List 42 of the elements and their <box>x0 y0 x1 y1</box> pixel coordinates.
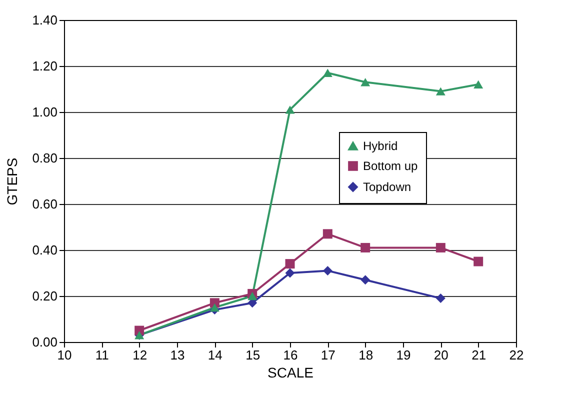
x-tick-label: 19 <box>396 348 411 362</box>
legend-label: Topdown <box>363 180 412 194</box>
y-tick-label: 0.00 <box>32 334 58 350</box>
x-tick-label: 15 <box>246 348 260 362</box>
point <box>436 87 446 96</box>
point <box>360 78 370 86</box>
point <box>436 242 446 252</box>
y-tick-label: 0.60 <box>32 196 58 212</box>
point <box>322 266 332 276</box>
point <box>360 242 370 252</box>
x-tick-label: 21 <box>472 348 486 362</box>
y-tick-label: 0.20 <box>32 288 58 304</box>
point <box>436 294 446 304</box>
x-tick-label: 22 <box>509 348 524 362</box>
x-tick-label: 16 <box>283 348 298 362</box>
y-tick-label: 1.00 <box>32 104 58 120</box>
x-tick-label: 10 <box>57 348 72 362</box>
point <box>248 292 258 300</box>
point <box>210 303 220 312</box>
x-tick-label: 20 <box>434 348 448 362</box>
point <box>474 80 484 89</box>
y-tick-label: 1.40 <box>32 12 58 28</box>
y-tick-label: 0.40 <box>32 242 58 258</box>
x-tick-label: 18 <box>358 348 374 362</box>
point <box>322 68 332 78</box>
point <box>285 268 295 278</box>
point <box>322 229 332 239</box>
point <box>474 256 484 266</box>
x-tick-label: 13 <box>170 348 185 362</box>
x-tick-label: 17 <box>320 348 336 362</box>
y-tick-label: 0.80 <box>32 150 58 166</box>
y-axis-title: GTEPS <box>4 158 20 206</box>
point <box>285 106 295 114</box>
x-axis-title: SCALE <box>268 364 314 380</box>
point <box>285 259 295 269</box>
legend-label: Hybrid <box>363 139 398 153</box>
x-tick-label: 11 <box>95 348 109 362</box>
point <box>360 275 370 285</box>
x-tick-label: 12 <box>132 348 148 362</box>
x-tick-label: 14 <box>208 348 222 362</box>
legend-label: Bottom up <box>363 159 418 173</box>
y-tick-label: 1.20 <box>32 58 58 74</box>
